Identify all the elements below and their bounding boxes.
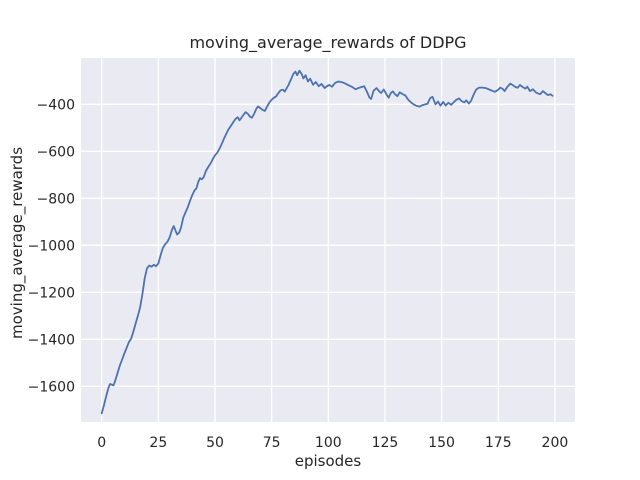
series-line: [100, 69, 554, 415]
y-tick-label: −1600: [28, 379, 75, 395]
chart-title: moving_average_rewards of DDPG: [189, 33, 467, 52]
x-tick-label: 175: [485, 435, 512, 451]
x-tick-label: 0: [97, 435, 106, 451]
y-tick-label: −400: [37, 97, 75, 113]
y-tick-label: −1400: [28, 332, 75, 348]
y-tick-label: −800: [37, 191, 75, 207]
x-tick-label: 200: [542, 435, 569, 451]
y-tick-label: −1000: [28, 238, 75, 254]
grid-x: [101, 58, 556, 422]
x-tick-label: 25: [149, 435, 167, 451]
x-axis-label: episodes: [294, 452, 362, 470]
x-tick-label: 50: [206, 435, 224, 451]
y-tick-label: −1200: [28, 285, 75, 301]
x-tick-label: 150: [428, 435, 455, 451]
x-tick-label: 75: [263, 435, 281, 451]
y-axis-label-text: moving_average_rewards: [8, 146, 26, 340]
y-tick-label: −600: [37, 144, 75, 160]
x-tick-label: 125: [372, 435, 399, 451]
x-tick-label: 100: [315, 435, 342, 451]
grid-y: [81, 103, 575, 387]
